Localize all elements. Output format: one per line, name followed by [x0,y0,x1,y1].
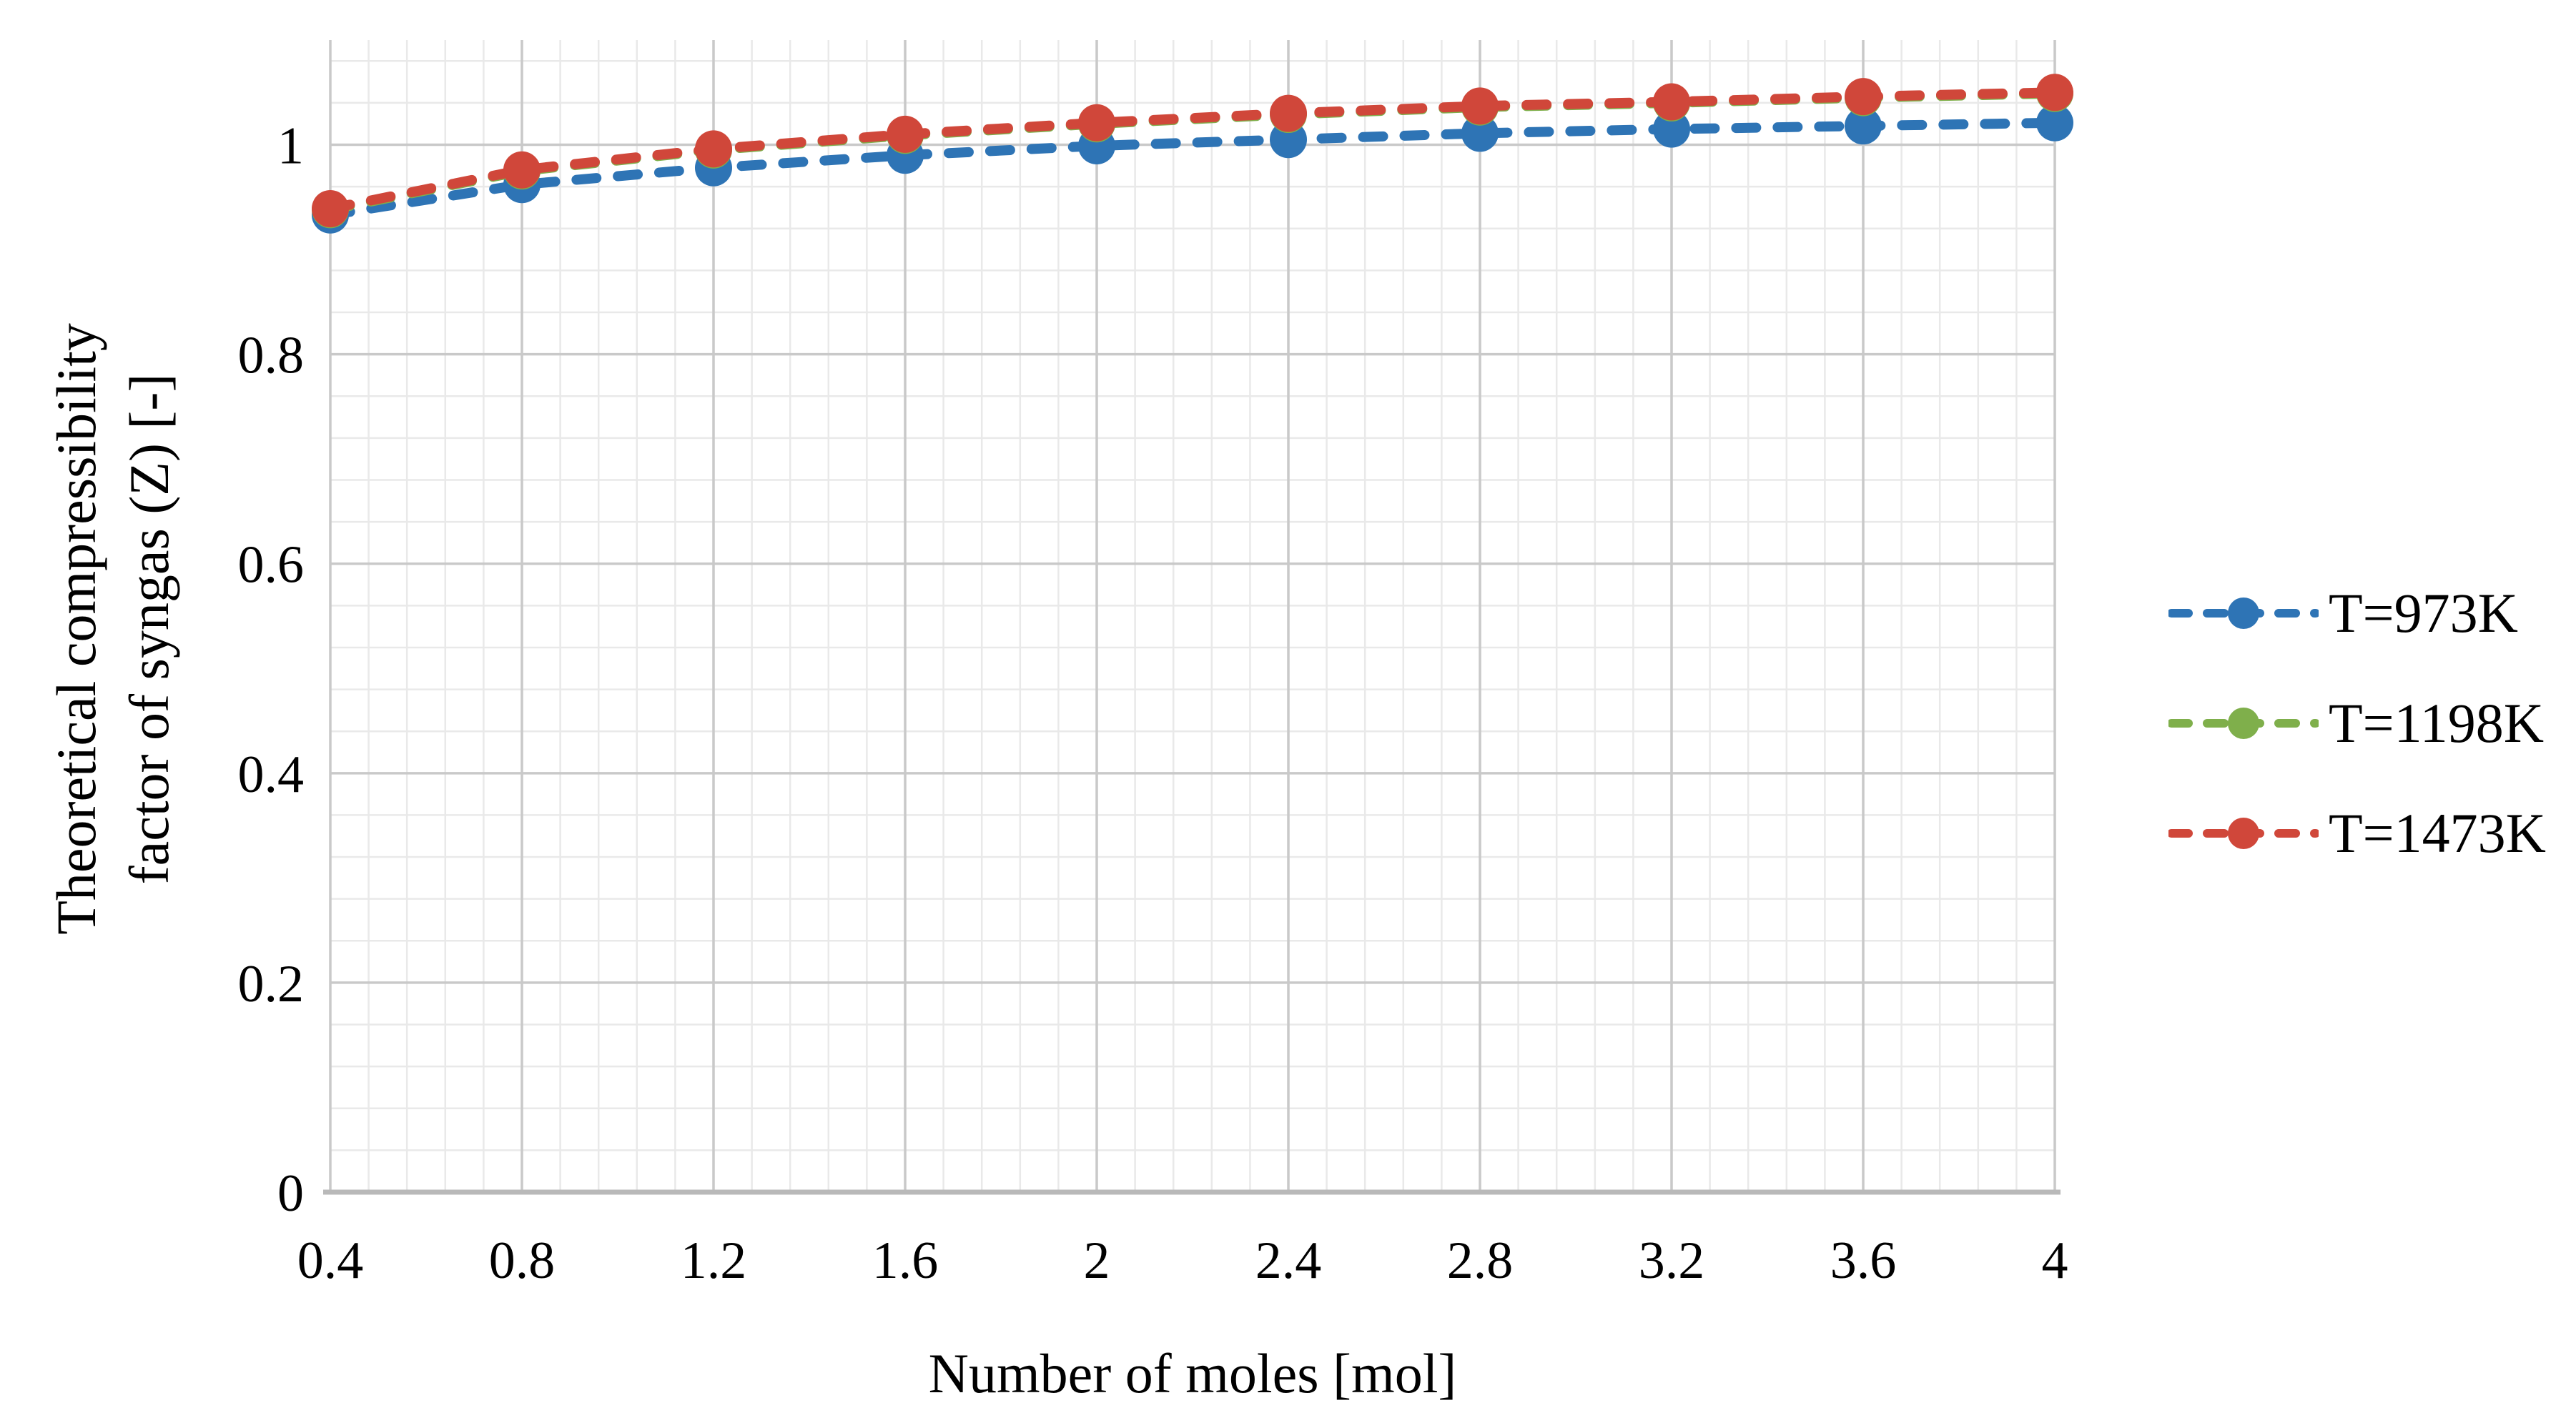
y-axis-title-line1: Theoretical compressibility [45,323,107,935]
legend-sample-marker [2228,818,2259,849]
data-point-marker-T=1473K [503,151,541,189]
data-point-marker-T=1473K [1653,83,1690,121]
y-axis-title-line2: factor of syngas (Z) [-] [118,373,180,885]
major-gridlines [329,40,2056,1192]
legend-entry-1198k: T=1198K [2168,668,2546,778]
x-tick-labels: 0.4 0.8 1.2 1.6 2 2.4 2.8 3.2 3.6 4 [297,1231,2068,1290]
legend-label: T=1473K [2329,802,2546,864]
series-group [312,74,2073,234]
data-point-marker-T=1473K [887,115,924,153]
x-tick-label: 3.2 [1639,1231,1705,1290]
x-tick-label: 0.8 [489,1231,556,1290]
legend-sample-marker [2228,708,2259,739]
data-point-marker-T=973K [1461,114,1499,152]
legend-line-sample-icon [2168,708,2319,739]
y-tick-label: 0.2 [238,955,305,1013]
x-axis-title: Number of moles [mol] [928,1342,1457,1404]
series-line-T=973K [325,117,2060,220]
data-point-marker-T=1473K [1845,78,1882,116]
y-tick-labels: 0 0.2 0.4 0.6 0.8 1 [238,117,305,1223]
legend-label: T=1198K [2329,692,2545,754]
series-line-T=1198K [325,88,2060,215]
x-tick-label: 4 [2042,1231,2068,1290]
x-tick-label: 1.6 [872,1231,939,1290]
y-tick-label: 0 [277,1164,304,1223]
data-point-marker-T=1473K [1461,87,1499,125]
data-point-marker-T=1473K [2036,74,2073,111]
minor-gridlines [330,40,2055,1192]
data-point-marker-T=973K [1653,110,1690,148]
legend-sample-marker [2228,598,2259,629]
legend: T=973K T=1198K T=1473K [2168,558,2546,888]
data-point-marker-T=973K [2036,104,2073,142]
legend-line-sample-icon [2168,818,2319,849]
legend-line-sample-icon [2168,598,2319,629]
y-tick-label: 0.6 [238,536,305,595]
x-tick-label: 2 [1084,1231,1110,1290]
y-tick-label: 0.4 [238,745,305,804]
y-axis-title: Theoretical compressibility factor of sy… [40,71,186,1186]
data-point-marker-T=1473K [1078,104,1115,142]
x-tick-label: 2.4 [1255,1231,1322,1290]
x-tick-label: 1.2 [681,1231,747,1290]
x-tick-label: 2.8 [1447,1231,1514,1290]
legend-entry-973k: T=973K [2168,558,2546,668]
y-tick-label: 1 [277,117,304,176]
x-tick-label: 3.6 [1830,1231,1897,1290]
x-tick-label: 0.4 [297,1231,364,1290]
data-point-marker-T=973K [1845,107,1882,145]
legend-entry-1473k: T=1473K [2168,778,2546,888]
data-point-marker-T=1473K [695,130,732,168]
legend-label: T=973K [2329,582,2518,644]
series-line-T=1473K [325,87,2060,214]
y-tick-label: 0.8 [238,327,305,385]
data-point-marker-T=1473K [312,189,349,227]
data-point-marker-T=1473K [1270,94,1307,132]
